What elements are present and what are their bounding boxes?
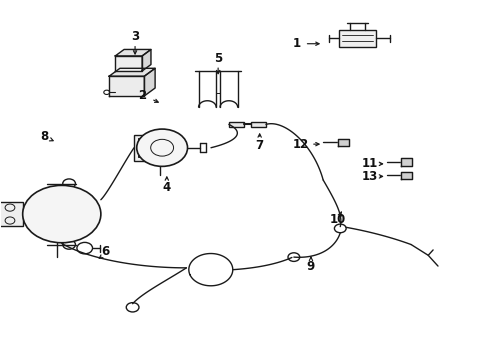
Polygon shape	[109, 68, 155, 76]
Text: 4: 4	[163, 181, 171, 194]
Bar	[229, 122, 244, 127]
Text: 7: 7	[256, 139, 264, 152]
Polygon shape	[401, 158, 412, 166]
Polygon shape	[145, 68, 155, 96]
Bar	[138, 138, 145, 143]
Polygon shape	[115, 49, 151, 56]
Text: 8: 8	[41, 130, 49, 144]
Polygon shape	[338, 139, 348, 146]
Text: 5: 5	[214, 51, 222, 64]
Bar	[251, 122, 266, 127]
Bar	[138, 152, 145, 157]
Text: 2: 2	[138, 89, 147, 102]
Bar	[339, 30, 376, 47]
Text: 12: 12	[293, 138, 309, 150]
Circle shape	[137, 129, 188, 166]
Polygon shape	[109, 76, 145, 96]
Text: 10: 10	[330, 213, 346, 226]
Bar	[0, 202, 23, 226]
Text: 9: 9	[307, 260, 315, 273]
Text: 3: 3	[131, 30, 139, 43]
Circle shape	[23, 185, 101, 243]
Polygon shape	[142, 49, 151, 71]
Polygon shape	[401, 172, 412, 179]
Text: 1: 1	[292, 37, 300, 50]
Text: 11: 11	[362, 157, 378, 170]
Bar	[134, 135, 155, 161]
Text: 6: 6	[101, 245, 110, 258]
Text: 13: 13	[362, 170, 378, 183]
Polygon shape	[115, 56, 142, 71]
